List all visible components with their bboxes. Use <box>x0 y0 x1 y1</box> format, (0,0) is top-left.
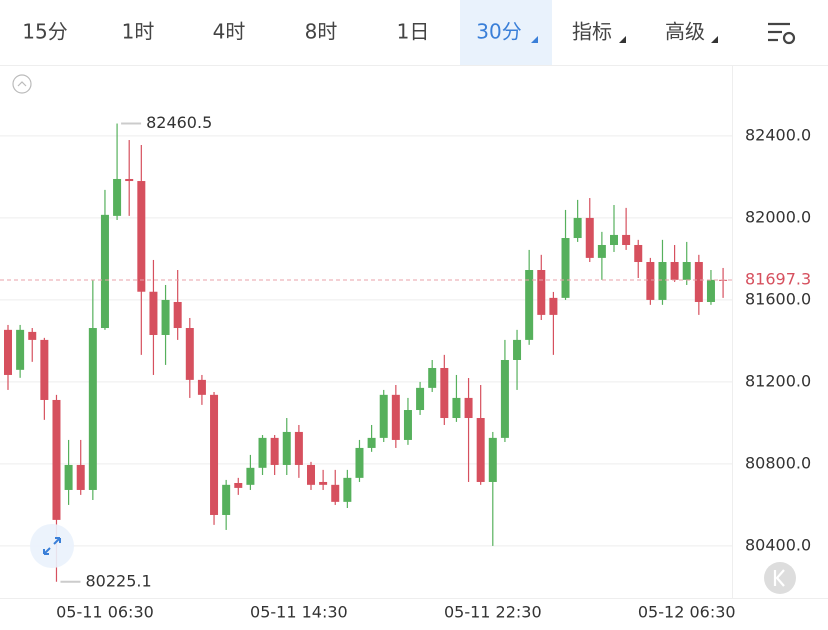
dropdown-caret <box>531 36 538 43</box>
y-tick-label: 80800.0 <box>745 453 811 472</box>
x-tick-label: 05-11 14:30 <box>250 603 348 622</box>
candle-body <box>222 484 231 515</box>
candle-body <box>694 262 703 302</box>
candle-body <box>573 217 582 239</box>
candle-body <box>355 447 364 478</box>
candle-body <box>610 234 618 245</box>
dropdown-caret <box>711 36 718 43</box>
x-tick-label: 05-11 06:30 <box>56 603 154 622</box>
candle-body <box>476 418 485 482</box>
candle-body <box>488 437 497 482</box>
candle-body <box>561 238 570 298</box>
last-price-bg <box>735 268 828 291</box>
candle-body <box>52 399 61 520</box>
candle-body <box>100 214 109 329</box>
candle-body <box>113 178 122 216</box>
candle-body <box>173 301 182 329</box>
candle-body <box>125 178 134 182</box>
candle-body <box>16 329 25 370</box>
candle-body <box>440 367 449 419</box>
candle-body <box>161 299 170 335</box>
candle-body <box>464 397 473 419</box>
candle-body <box>258 437 267 468</box>
x-tick-label: 05-11 22:30 <box>444 603 542 622</box>
last-price-label: 81697.3 <box>745 269 811 288</box>
candle-body <box>597 244 606 258</box>
candle-body <box>500 359 509 438</box>
candle-body <box>185 328 194 380</box>
candle-body <box>682 262 691 280</box>
candle-body <box>416 387 425 411</box>
candle-body <box>282 431 291 465</box>
candle-body <box>331 484 340 502</box>
y-tick-label: 82400.0 <box>745 125 811 144</box>
candle-body <box>4 329 12 375</box>
candle-body <box>428 367 437 388</box>
tab[interactable]: 15分 <box>22 20 67 44</box>
active-tab-bg <box>460 0 552 65</box>
tab-active[interactable]: 30分 <box>476 20 521 44</box>
x-tick-label: 05-12 06:30 <box>638 603 736 622</box>
candle-body <box>634 244 643 263</box>
candle-body <box>403 410 412 440</box>
tab[interactable]: 指标 <box>572 20 612 44</box>
settings-icon[interactable] <box>768 22 796 45</box>
y-tick-label: 80400.0 <box>745 535 811 554</box>
high-label: 82460.5 <box>146 113 212 132</box>
low-label: 80225.1 <box>85 571 151 590</box>
candle-body <box>367 437 376 448</box>
candle-body <box>391 394 400 440</box>
candle-body <box>246 467 255 485</box>
candle-body <box>234 482 243 488</box>
candle-body <box>706 279 715 302</box>
back-to-latest-button[interactable] <box>764 562 796 594</box>
candle-body <box>64 464 73 490</box>
tab[interactable]: 1时 <box>122 20 155 44</box>
candle-body <box>670 262 679 280</box>
candle-body <box>549 297 558 315</box>
candle-body <box>452 397 461 419</box>
candle-body <box>149 291 158 335</box>
tab[interactable]: 8时 <box>305 20 338 44</box>
candle-body <box>270 437 279 465</box>
candle-body <box>210 394 219 515</box>
candle-body <box>513 339 522 360</box>
candle-body <box>646 262 655 300</box>
dropdown-caret <box>619 36 626 43</box>
candle-body <box>40 339 49 400</box>
candle-body <box>307 464 315 485</box>
expand-button[interactable] <box>30 524 74 568</box>
y-tick-label: 81200.0 <box>745 371 811 390</box>
candle-body <box>197 379 206 395</box>
candle-body <box>343 477 352 502</box>
candle-body <box>585 217 594 258</box>
y-tick-label: 82000.0 <box>745 207 811 226</box>
tab[interactable]: 高级 <box>665 20 705 44</box>
plot: 80400.0 80800.0 81200.0 81600.0 82000.0 82400… <box>0 113 828 622</box>
tab[interactable]: 1日 <box>397 20 430 44</box>
candle-body <box>622 234 631 245</box>
candle-body <box>137 181 146 292</box>
candle-body <box>319 481 328 485</box>
candle-body <box>537 270 546 315</box>
candle-body <box>658 262 667 300</box>
candle-body <box>525 270 534 340</box>
candle-body <box>294 431 303 465</box>
collapse-icon[interactable] <box>12 74 32 94</box>
candle-body <box>88 328 97 490</box>
candle-body <box>379 394 388 438</box>
candle-body <box>28 331 37 340</box>
y-tick-label: 81600.0 <box>745 289 811 308</box>
tab[interactable]: 4时 <box>213 20 246 44</box>
candle-body <box>76 464 85 490</box>
